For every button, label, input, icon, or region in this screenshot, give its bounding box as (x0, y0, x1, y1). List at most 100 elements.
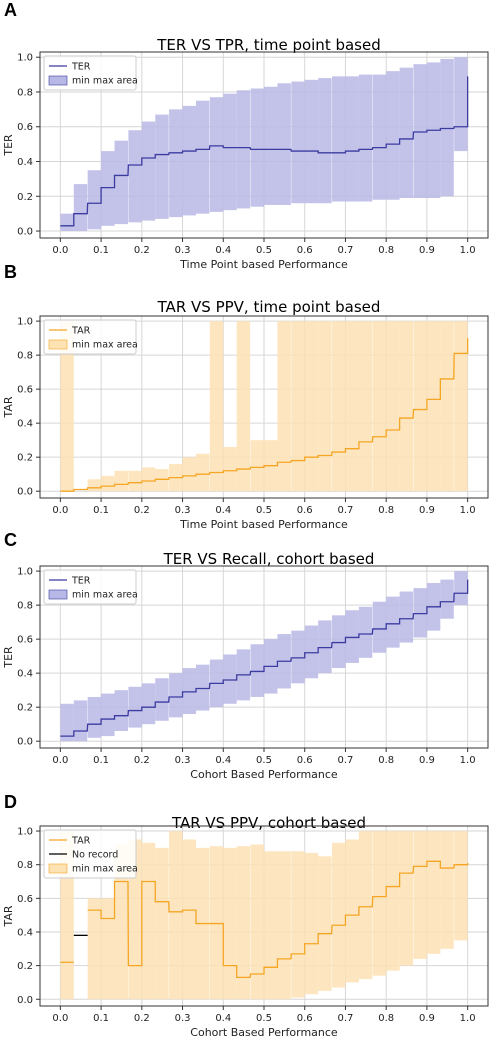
y-tick-label: 0.2 (17, 703, 33, 714)
min-max-area-segment (250, 440, 264, 492)
min-max-area-segment (264, 851, 278, 1000)
min-max-area-segment (73, 700, 88, 742)
min-max-area-segment (87, 696, 102, 738)
min-max-area-segment (358, 606, 373, 658)
y-axis-label: TER (2, 646, 15, 669)
series-line (60, 338, 469, 492)
min-max-area-segment (358, 321, 373, 492)
min-max-area-segment (345, 321, 359, 492)
x-tick-label: 1.0 (460, 1013, 476, 1024)
min-max-area-segment (141, 683, 156, 725)
x-tick-label: 0.1 (93, 245, 109, 256)
min-max-area-segment (413, 64, 427, 199)
min-max-area-segment (182, 668, 196, 714)
min-max-area-segment (372, 831, 387, 976)
min-max-area-segment (318, 620, 332, 674)
min-max-area-segment (155, 678, 169, 721)
x-tick-label: 0.0 (52, 245, 68, 256)
min-max-area-segment (386, 831, 400, 971)
min-max-area-segment (454, 831, 468, 941)
min-max-area-segment (454, 57, 468, 152)
legend-label: TAR (71, 836, 91, 847)
legend-label: min max area (72, 340, 138, 351)
min-max-area-segment (399, 591, 414, 643)
y-axis-label: TER (2, 134, 15, 157)
min-max-area-segment (277, 321, 291, 492)
min-max-area-segment (195, 100, 210, 214)
min-max-area-segment (128, 470, 142, 492)
x-tick-label: 0.5 (256, 755, 272, 766)
min-max-area-segment (345, 839, 359, 983)
min-max-area-segment (304, 625, 319, 679)
x-tick-label: 0.8 (378, 1013, 394, 1024)
min-max-area-segment (195, 453, 210, 492)
x-tick-label: 0.8 (378, 505, 394, 516)
legend-label: min max area (72, 864, 138, 875)
min-max-area-segment (87, 479, 102, 492)
y-tick-label: 0.6 (17, 894, 33, 905)
x-tick-label: 0.4 (215, 1013, 231, 1024)
y-tick-label: 0.2 (17, 192, 33, 203)
y-tick-label: 0.8 (17, 351, 33, 362)
legend-label: min max area (72, 590, 138, 601)
min-max-area-segment (169, 109, 183, 218)
x-tick-label: 0.0 (52, 1013, 68, 1024)
x-tick-label: 0.1 (93, 1013, 109, 1024)
x-tick-label: 0.8 (378, 245, 394, 256)
min-max-area-segment (60, 321, 74, 492)
panel-c: C TER VS Recall, cohort based 0.0 0.1 0.2 0… (0, 530, 498, 792)
y-tick-label: 0.6 (17, 122, 33, 133)
min-max-area-segment (169, 673, 183, 718)
panel-a: A TER VS TPR, time point based 0.0 0.1 0.2… (0, 0, 498, 271)
min-max-area-segment (155, 114, 169, 219)
min-max-area-segment (223, 847, 237, 1000)
min-max-area-segment (87, 898, 102, 1000)
y-axis-label: TAR (2, 396, 15, 418)
x-axis-label: Cohort Based Performance (190, 1026, 338, 1039)
min-max-area-segment (318, 78, 332, 204)
min-max-area-segment (264, 86, 278, 205)
min-max-area-segment (195, 664, 210, 711)
min-max-area-segment (141, 467, 156, 492)
min-max-area-segment (413, 831, 427, 959)
min-max-area-segment (223, 446, 237, 492)
x-tick-label: 0.4 (215, 505, 231, 516)
min-max-area-segment (386, 71, 400, 200)
min-max-area-segment (128, 130, 142, 223)
min-max-area-segment (73, 184, 88, 232)
x-tick-label: 0.1 (93, 505, 109, 516)
y-tick-label: 0.4 (17, 669, 33, 680)
panel-b: B TAR VS PPV, time point based 0.0 0.1 0.2… (0, 262, 498, 531)
min-max-area-segment (155, 469, 169, 492)
x-tick-label: 0.3 (175, 505, 191, 516)
min-max-area-segment (304, 321, 319, 492)
chart-title: TAR VS PPV, cohort based (171, 814, 367, 832)
min-max-area-segment (236, 846, 251, 1000)
x-tick-label: 0.6 (297, 1013, 313, 1024)
legend-swatch-area (48, 589, 68, 600)
x-axis-label: Time Point based Performance (179, 258, 348, 271)
min-max-area-segment (386, 321, 400, 492)
min-max-area-segment (454, 321, 468, 492)
min-max-area-segment (332, 842, 346, 988)
min-max-area-segment (209, 846, 224, 1000)
legend-swatch-area (48, 863, 68, 874)
x-tick-label: 0.5 (256, 505, 272, 516)
min-max-area-segment (413, 321, 427, 492)
x-tick-label: 0.9 (419, 505, 435, 516)
x-tick-label: 0.6 (297, 755, 313, 766)
x-tick-label: 0.9 (419, 245, 435, 256)
min-max-area-segment (304, 79, 319, 204)
legend: TER min max area (43, 569, 138, 605)
x-tick-label: 0.8 (378, 755, 394, 766)
y-tick-label: 0.4 (17, 419, 33, 430)
min-max-area-segment (101, 898, 115, 1000)
series-line (60, 860, 469, 979)
legend: TAR No record min max area (43, 829, 138, 879)
chart-c: 0.0 0.1 0.2 0.3 0.4 0.5 0.6 0.7 0.8 0.9 1.0 0.0 0.2 0… (2, 565, 489, 781)
x-tick-label: 0.0 (52, 755, 68, 766)
panel-letter: B (4, 262, 17, 282)
x-tick-label: 0.3 (175, 755, 191, 766)
min-max-area-segment (332, 321, 346, 492)
chart-b: 0.0 0.1 0.2 0.3 0.4 0.5 0.6 0.7 0.8 0.9 1.0 0.0 0.2 0… (2, 315, 489, 531)
